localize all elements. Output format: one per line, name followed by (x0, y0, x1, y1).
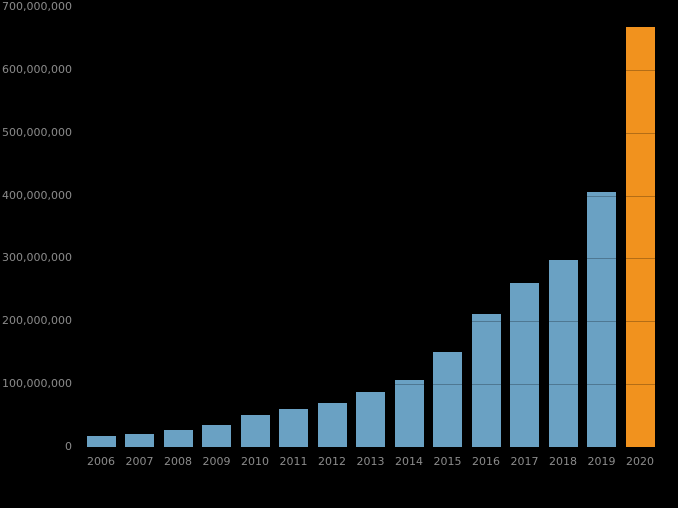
y-tick-label-100000000: 100,000,000 (2, 377, 72, 391)
bar-2017 (510, 282, 539, 447)
gridline-700000000 (80, 7, 660, 8)
x-tick-label-2019: 2019 (587, 455, 616, 468)
x-tick-label-2006: 2006 (87, 455, 115, 468)
bar-2011 (279, 409, 308, 447)
x-tick-label-2018: 2018 (549, 455, 577, 468)
x-tick-label-2020: 2020 (626, 455, 654, 468)
x-tick-label-2007: 2007 (125, 455, 154, 468)
x-tick-label-2012: 2012 (318, 455, 346, 468)
gridline-100000000 (80, 384, 660, 386)
bar-2018 (548, 260, 578, 447)
gridline-500000000 (80, 132, 660, 134)
y-tick-label-200000000: 200,000,000 (2, 314, 72, 328)
y-tick-label-700000000: 700,000,000 (2, 0, 72, 13)
y-tick-label-600000000: 600,000,000 (2, 62, 72, 76)
y-tick-label-300000000: 300,000,000 (2, 251, 72, 265)
x-tick-label-2010: 2010 (241, 455, 269, 468)
bar-2012 (317, 403, 347, 447)
x-tick-label-2016: 2016 (472, 455, 500, 468)
bar-2015 (433, 352, 462, 447)
bar-2010 (240, 414, 270, 447)
bar-2020 (625, 27, 655, 447)
y-tick-label-500000000: 500,000,000 (2, 125, 72, 139)
y-tick-label-0: 0 (65, 440, 72, 453)
x-tick-label-2015: 2015 (433, 455, 462, 468)
bar-2006 (86, 436, 116, 447)
bar-2014 (394, 380, 424, 447)
x-tick-label-2009: 2009 (202, 455, 231, 468)
gridline-300000000 (80, 258, 660, 260)
x-tick-label-2011: 2011 (279, 455, 308, 468)
gridline-200000000 (80, 321, 660, 323)
x-tick-label-2013: 2013 (356, 455, 385, 468)
x-tick-label-2017: 2017 (510, 455, 539, 468)
bar-2007 (125, 434, 154, 447)
gridline-600000000 (80, 69, 660, 71)
gridline-400000000 (80, 195, 660, 197)
bar-2019 (587, 191, 616, 447)
bar-2013 (356, 392, 385, 447)
gridline-0 (80, 447, 660, 448)
bar-2009 (202, 425, 231, 447)
y-tick-label-400000000: 400,000,000 (2, 188, 72, 202)
bar-2016 (471, 313, 501, 447)
bar-2008 (163, 430, 193, 447)
x-tick-label-2014: 2014 (395, 455, 423, 468)
x-tick-label-2008: 2008 (164, 455, 192, 468)
